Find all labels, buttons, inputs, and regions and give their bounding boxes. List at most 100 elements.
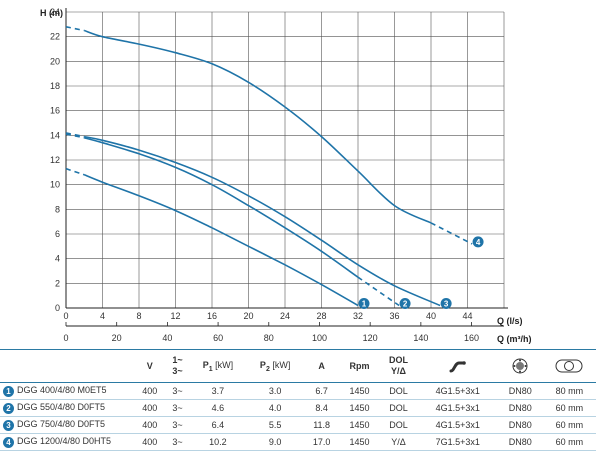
series-3-dashed-start — [65, 132, 85, 138]
cable-cell: 7G1.5+3x1 — [435, 437, 480, 447]
voltage-header: V — [146, 361, 153, 371]
x2-tick-labels: 0 20 40 60 80 100 120 140 160 — [63, 322, 479, 343]
y-tick-label: 18 — [50, 81, 60, 91]
y-tick-label: 22 — [50, 32, 60, 42]
series-1-marker — [358, 298, 370, 310]
y-tick-label: 4 — [55, 254, 60, 264]
x2-tick-label: 160 — [464, 333, 479, 343]
x-tick-label: 4 — [100, 311, 105, 321]
chart-grid — [65, 11, 505, 309]
phase-header-bottom: 3~ — [172, 366, 183, 376]
p1-subscript: 1 — [208, 365, 213, 373]
cable-cell: 4G1.5+3x1 — [435, 403, 480, 413]
a-cell: 17.0 — [312, 437, 331, 447]
y-tick-label: 0 — [55, 303, 60, 313]
series-markers: 1 2 3 4 — [358, 236, 484, 310]
model-name: DGG 750/4/80 D0FT5 — [17, 419, 106, 430]
series-2-dashed-end — [357, 276, 400, 307]
p1-header: P1 [kW] — [189, 350, 246, 383]
cable-icon — [418, 350, 498, 383]
y-axis-label: H (m) — [40, 8, 63, 18]
solids-passage-icon — [543, 350, 596, 383]
x-tick-labels: 0 4 8 12 16 20 24 28 32 36 40 44 — [63, 311, 472, 321]
table-row: 1 DGG 400/4/80 M0ET5 400 3~ 3.7 3.0 6.7 1450 DOL… — [0, 383, 596, 400]
phase-cell: 3~ — [172, 420, 183, 430]
dn-cell: DN80 — [508, 403, 532, 413]
phase-header-top: 1~ — [172, 355, 183, 365]
start-cell: Y/Δ — [391, 437, 406, 447]
x2-tick-label: 40 — [162, 333, 172, 343]
chart-axes — [65, 8, 508, 327]
table-row: 2 DGG 550/4/80 D0FT5 400 3~ 4.6 4.0 8.4 1450 DOL… — [0, 400, 596, 417]
y-tick-label: 2 — [55, 278, 60, 288]
x-tick-label: 28 — [316, 311, 326, 321]
model-name: DGG 1200/4/80 D0HT5 — [17, 436, 112, 447]
outlet-flange-icon — [498, 350, 543, 383]
start-header-top: DOL — [389, 355, 409, 365]
a-cell: 6.7 — [315, 386, 328, 396]
rpm-cell: 1450 — [349, 420, 370, 430]
y-tick-label: 8 — [55, 204, 60, 214]
x2-tick-label: 120 — [363, 333, 378, 343]
model-number-badge: 2 — [3, 402, 14, 414]
x-tick-label: 0 — [63, 311, 68, 321]
rpm-cell: 1450 — [349, 403, 370, 413]
x2-axis-label: Q (m³/h) — [497, 334, 532, 344]
spec-table-header: V 1~ 3~ P1 [kW] P2 [kW] A Rpm DOL Y/Δ — [0, 349, 596, 383]
model-number-badge: 3 — [3, 419, 14, 431]
v-cell: 400 — [142, 386, 158, 396]
model-cell: 1 DGG 400/4/80 M0ET5 — [0, 383, 134, 400]
x2-tick-label: 140 — [413, 333, 428, 343]
dn-cell: DN80 — [508, 420, 532, 430]
series-3-marker-label: 3 — [444, 300, 449, 309]
series-4-line — [84, 29, 432, 224]
x-tick-label: 16 — [207, 311, 217, 321]
series-4-dashed-end — [430, 222, 473, 245]
p2-cell: 3.0 — [268, 386, 282, 396]
y-tick-label: 6 — [55, 229, 60, 239]
passage-cell: 60 mm — [555, 420, 584, 430]
p1-unit: [kW] — [215, 359, 234, 370]
rpm-cell: 1450 — [349, 386, 370, 396]
y-tick-label: 10 — [50, 180, 60, 190]
model-number-badge: 4 — [3, 436, 14, 448]
series-2-marker — [399, 298, 411, 310]
passage-cell: 80 mm — [555, 386, 584, 396]
p1-cell: 6.4 — [211, 420, 225, 430]
table-row: 3 DGG 750/4/80 D0FT5 400 3~ 6.4 5.5 11.8 1450 DO… — [0, 417, 596, 434]
series-3-line — [84, 135, 441, 307]
series-1-marker-label: 1 — [362, 300, 367, 309]
model-cell: 3 DGG 750/4/80 D0FT5 — [0, 417, 134, 434]
series-4-marker-label: 4 — [476, 238, 481, 247]
dn-cell: DN80 — [508, 437, 532, 447]
y-tick-label: 24 — [50, 7, 60, 17]
start-header: DOL Y/Δ — [379, 350, 417, 383]
model-name: DGG 550/4/80 D0FT5 — [17, 402, 106, 413]
series-1-line — [84, 174, 359, 307]
p1-cell: 4.6 — [211, 403, 225, 413]
v-cell: 400 — [142, 403, 158, 413]
p1-cell: 10.2 — [209, 437, 227, 447]
spec-table-body: 1 DGG 400/4/80 M0ET5 400 3~ 3.7 3.0 6.7 1450 DOL… — [0, 383, 596, 451]
start-cell: DOL — [389, 386, 408, 396]
y-tick-label: 14 — [50, 130, 60, 140]
p2-symbol: P — [259, 359, 266, 370]
p2-cell: 9.0 — [268, 437, 282, 447]
x-tick-label: 32 — [353, 311, 363, 321]
passage-cell: 60 mm — [555, 403, 584, 413]
x2-tick-label: 20 — [112, 333, 122, 343]
y-tick-label: 12 — [50, 155, 60, 165]
phase-cell: 3~ — [172, 403, 183, 413]
amps-header: A — [318, 361, 325, 371]
p2-header: P2 [kW] — [247, 350, 304, 383]
x-tick-label: 20 — [243, 311, 253, 321]
v-cell: 400 — [142, 437, 158, 447]
cable-cell: 4G1.5+3x1 — [435, 386, 480, 396]
x-tick-label: 8 — [136, 311, 141, 321]
y-tick-label: 16 — [50, 106, 60, 116]
series-2-line — [84, 137, 359, 278]
x-tick-label: 12 — [170, 311, 180, 321]
series-3-marker — [440, 298, 452, 310]
phase-header: 1~ 3~ — [166, 350, 190, 383]
